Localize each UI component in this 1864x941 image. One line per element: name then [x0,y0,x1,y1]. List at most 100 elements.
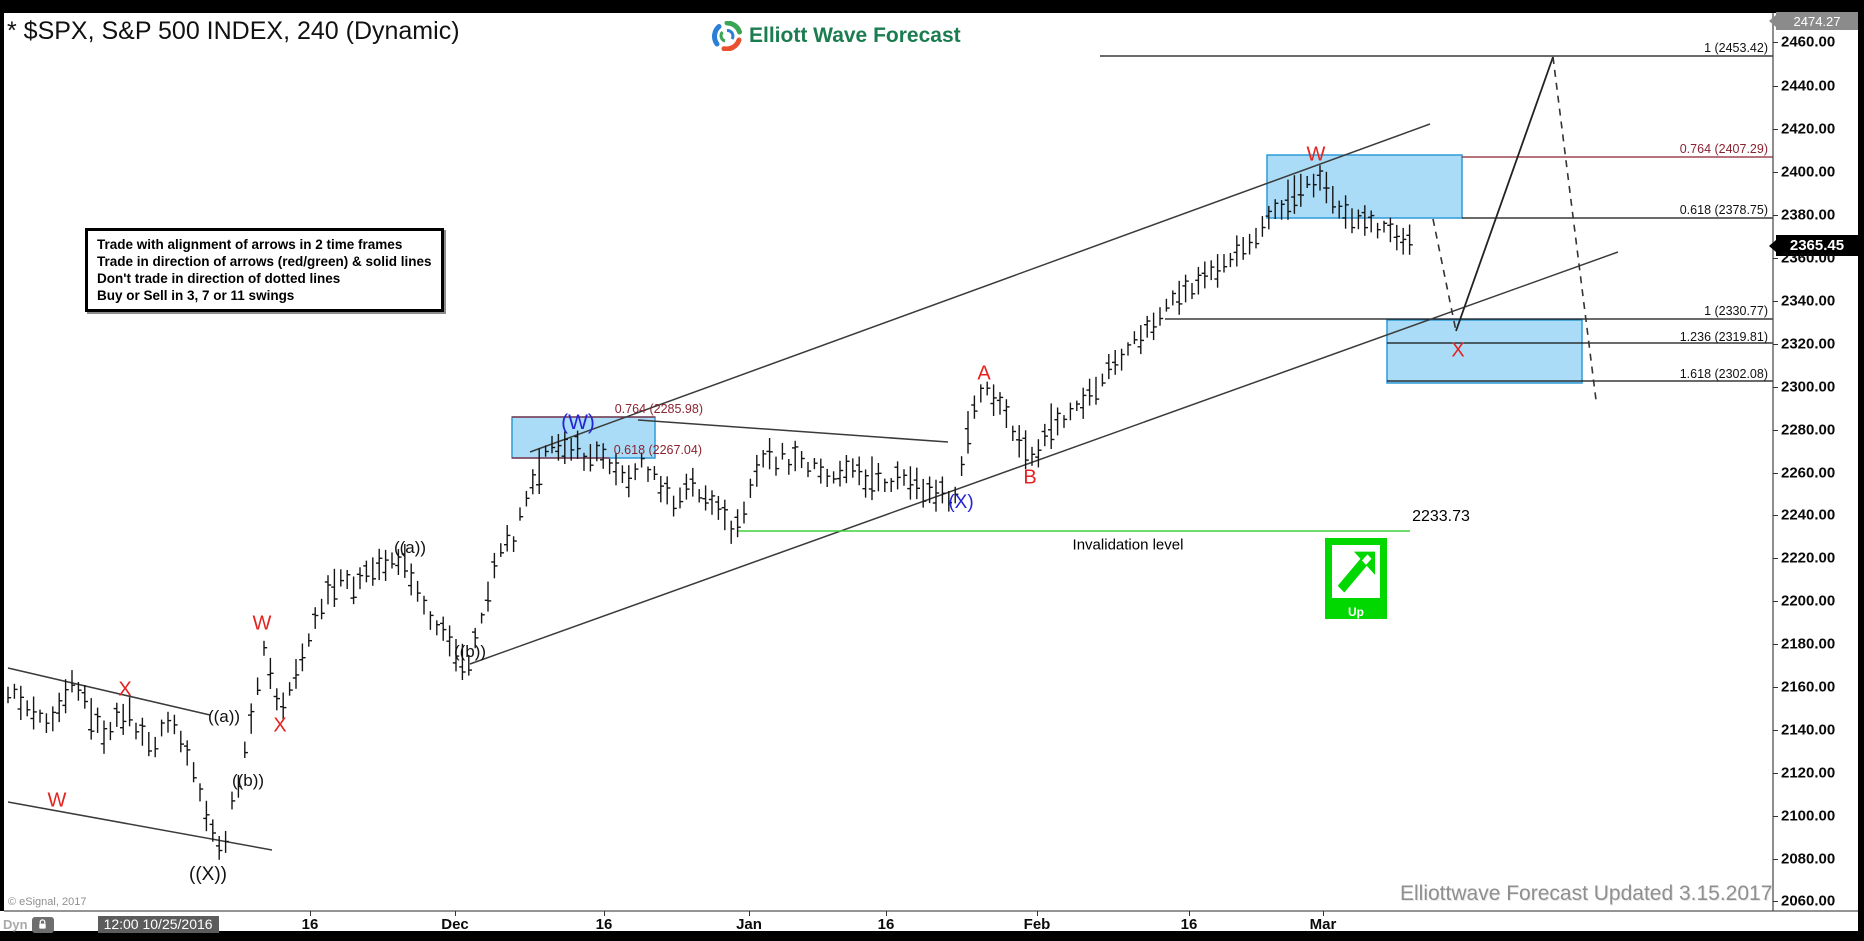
price-axis-tick [1773,42,1778,43]
price-axis-label: 2200.00 [1781,592,1836,610]
forecast-watermark: Elliottwave Forecast Updated 3.15.2017 [1400,882,1773,905]
wave-label: ((b)) [231,771,265,790]
wave-label: ((b)) [453,642,487,661]
price-axis-tick [1773,601,1778,602]
wave-label: W [1306,143,1326,166]
fib-level-label: 1.236 (2319.81) [1679,330,1768,344]
price-axis-label: 2340.00 [1781,292,1836,310]
projected-pullback-dashed [1432,218,1457,332]
price-axis-label: 2460.00 [1781,33,1836,51]
price-axis-label: 2260.00 [1781,464,1836,482]
marker-notch [1769,239,1776,252]
price-axis-tick [1773,258,1778,259]
symbol-title: * $SPX, S&P 500 INDEX, 240 (Dynamic) [7,17,460,45]
time-axis-label: Feb [1023,916,1051,933]
time-axis-tick [749,911,750,916]
wave-label: X [1451,339,1465,362]
fib-level-label: 1 (2453.42) [1704,41,1768,55]
price-axis-tick [1773,473,1778,474]
wave-label: A [977,362,991,385]
upper-price-marker: 2474.27 [1769,12,1858,30]
time-axis-tick [1323,911,1324,916]
price-axis-tick [1773,129,1778,130]
lock-icon[interactable] [31,916,54,933]
price-axis-label: 2420.00 [1781,120,1836,138]
price-axis-label: 2100.00 [1781,807,1836,825]
wave-label: B [1023,466,1037,489]
wave-label: (W) [561,411,595,434]
fib-level-label: 1.618 (2302.08) [1679,367,1768,381]
price-axis-tick [1773,644,1778,645]
first-bar-datetime[interactable]: 12:00 10/25/2016 [97,916,219,933]
up-trend-signal: Up [1325,538,1387,619]
time-axis-tick [310,911,311,916]
trading-rule-line: Trade in direction of arrows (red/green)… [97,254,432,269]
price-axis-tick [1773,387,1778,388]
dyn-mode-label: Dyn [3,917,28,932]
time-axis-label: Jan [736,916,762,933]
ascending-channel-upper [529,123,1431,453]
time-axis-tick [604,911,605,916]
price-axis-tick [1773,558,1778,559]
price-axis-label: 2300.00 [1781,378,1836,396]
price-axis-tick [1773,430,1778,431]
price-axis-label: 2080.00 [1781,850,1836,868]
copyright-text: © eSignal, 2017 [8,896,87,908]
price-axis-tick [1773,215,1778,216]
price-axis-tick [1773,816,1778,817]
price-axis-tick [1773,172,1778,173]
up-arrow-icon [1325,538,1387,605]
time-axis-label: 16 [1180,916,1198,933]
fib-level-label: 0.618 (2378.75) [1679,203,1768,217]
price-axis-label: 2220.00 [1781,549,1836,567]
time-axis-label: 16 [595,916,613,933]
wave-label: ((X)) [189,864,227,885]
projected-rally-solid [1455,56,1554,332]
wave-label: W [252,612,272,635]
time-axis-tick [1037,911,1038,916]
brand-logo-text: Elliott Wave Forecast [749,24,961,47]
window-frame-top [0,0,1864,13]
price-axis-tick [1773,687,1778,688]
price-axis-tick [1773,515,1778,516]
price-axis-tick [1773,86,1778,87]
time-axis-label: Mar [1309,916,1337,933]
price-axis-label: 2240.00 [1781,506,1836,524]
last-price-value: 2365.45 [1789,237,1845,254]
fib-level-label: 0.764 (2285.98) [614,402,703,416]
price-axis-label: 2440.00 [1781,77,1836,95]
price-axis-label: 2280.00 [1781,421,1836,439]
brand-logo: Elliott Wave Forecast [712,20,961,52]
target-box-w1 [511,416,656,459]
price-axis-tick [1773,344,1778,345]
swirl-logo-icon [712,20,742,52]
price-axis-label: 2140.00 [1781,721,1836,739]
time-axis-label: Dec [441,916,469,933]
trading-rule-line: Trade with alignment of arrows in 2 time… [97,237,403,252]
window-frame-bottom [0,931,1864,941]
price-bars [7,165,1413,860]
footer-controls: Dyn 12:00 10/25/2016 [3,916,219,933]
time-axis-tick [886,911,887,916]
trading-rules-box: Trade with alignment of arrows in 2 time… [85,228,444,312]
fib-level-label: 0.764 (2407.29) [1679,142,1768,156]
marker-notch [1769,15,1776,27]
wave-label: ((a)) [207,707,241,726]
window-frame-right [1858,13,1864,931]
projected-decline-dashed [1552,56,1597,401]
price-axis-label: 2320.00 [1781,335,1836,353]
time-axis-label: 16 [301,916,319,933]
price-axis-label: 2060.00 [1781,892,1836,910]
price-axis-label: 2360.00 [1781,249,1836,267]
invalidation-label: Invalidation level [1072,536,1184,554]
wave-label: X [273,714,287,737]
price-axis-tick [1773,730,1778,731]
price-axis-label: 2120.00 [1781,764,1836,782]
time-axis-label: 16 [877,916,895,933]
wave-label: (X) [948,492,974,513]
trading-rule-line: Buy or Sell in 3, 7 or 11 swings [97,288,295,303]
target-box-x [1386,319,1583,384]
price-axis-label: 2380.00 [1781,206,1836,224]
